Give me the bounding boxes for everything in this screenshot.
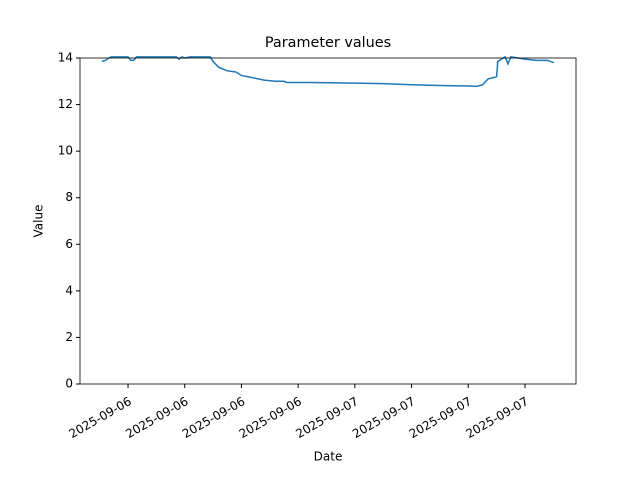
x-tick-label: 2025-09-07 xyxy=(293,394,360,441)
plot-frame xyxy=(79,57,577,385)
y-tick-label: 8 xyxy=(65,190,73,204)
x-tick-label: 2025-09-07 xyxy=(463,394,530,441)
chart-title: Parameter values xyxy=(265,35,391,51)
x-tick-label: 2025-09-06 xyxy=(67,394,134,441)
y-tick-label: 6 xyxy=(65,237,73,251)
x-tick-label: 2025-09-06 xyxy=(123,394,190,441)
y-axis-label: Value xyxy=(32,205,46,238)
y-tick-label: 10 xyxy=(58,144,73,158)
x-tick-label: 2025-09-07 xyxy=(407,394,474,441)
data-line xyxy=(101,55,555,88)
x-tick-label: 2025-09-06 xyxy=(180,394,247,441)
x-tick-label: 2025-09-06 xyxy=(237,394,304,441)
x-tick-label: 2025-09-07 xyxy=(350,394,417,441)
x-axis-label: Date xyxy=(314,450,343,464)
y-tick-label: 2 xyxy=(65,330,73,344)
y-tick-label: 14 xyxy=(58,51,73,65)
y-tick-label: 0 xyxy=(65,377,73,391)
y-tick-label: 12 xyxy=(58,97,73,111)
y-tick-label: 4 xyxy=(65,283,73,297)
